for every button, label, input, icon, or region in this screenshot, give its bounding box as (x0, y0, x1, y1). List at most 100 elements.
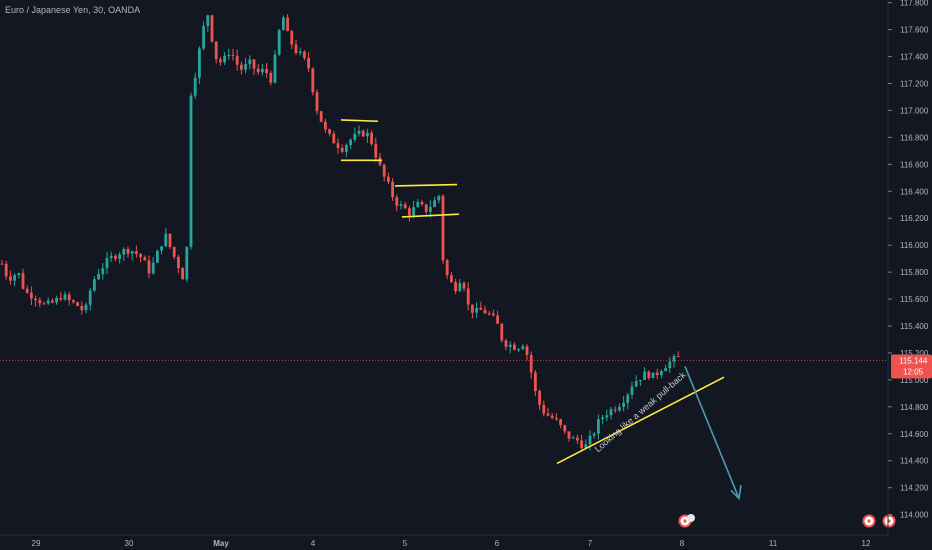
candle-body (248, 59, 252, 64)
last-price-label: 115.144 (899, 356, 928, 365)
candle-body (210, 15, 214, 42)
support-trendline (556, 376, 725, 465)
candle-body (34, 298, 37, 301)
candle-body (508, 344, 512, 347)
candle-body (122, 248, 126, 255)
candle-body (118, 254, 121, 259)
candle-body (55, 298, 58, 303)
candle-body (466, 288, 470, 305)
candle-body (51, 300, 54, 303)
candle-body (307, 57, 310, 69)
channel-2-top-line (394, 183, 458, 187)
candle-body (416, 202, 420, 208)
candle-body (424, 204, 428, 213)
price-tick-label: 117.800 (900, 0, 929, 8)
candle-body (626, 394, 630, 403)
price-tick-label: 117.000 (900, 106, 929, 115)
price-tick-label: 114.000 (900, 511, 929, 520)
candle-body (177, 256, 180, 269)
candle-body (370, 132, 373, 144)
channel-2-bottom-line (401, 213, 460, 218)
candle-body (256, 68, 260, 73)
candle-body (290, 31, 294, 45)
time-tick-label: 5 (403, 539, 408, 548)
candle-body (319, 111, 323, 122)
candle-body (269, 72, 273, 83)
candle-body (59, 298, 63, 300)
candle-body (571, 437, 575, 439)
candle-body (613, 409, 617, 411)
candle-body (105, 258, 109, 269)
candle-body (328, 129, 331, 134)
candle-body (315, 92, 319, 112)
candle-body (584, 444, 588, 448)
candle-body (172, 246, 176, 257)
candle-body (538, 391, 541, 405)
candle-body (655, 372, 659, 376)
candle-body (244, 63, 247, 70)
time-tick-label: 29 (32, 539, 41, 548)
candle-body (30, 292, 33, 299)
candle-body (76, 302, 79, 307)
arrow-head-icon (730, 484, 742, 501)
candle-body (403, 204, 407, 209)
candle-body (97, 273, 100, 280)
price-tick-label: 116.600 (900, 160, 929, 169)
candle-body (664, 368, 667, 372)
candle-body (361, 130, 365, 137)
candle-body (214, 41, 218, 60)
candle-body (643, 371, 646, 380)
candle-body (139, 253, 142, 258)
price-tick-label: 117.400 (900, 53, 929, 62)
candle-body (592, 433, 596, 436)
price-tick-label: 115.000 (900, 376, 929, 385)
price-tick-label: 115.400 (900, 322, 929, 331)
time-tick-label: 7 (588, 539, 593, 548)
candle-body (597, 419, 600, 434)
candle-body (311, 68, 315, 93)
candle-body (601, 417, 604, 420)
candle-body (72, 300, 75, 303)
time-tick-label: 4 (311, 539, 316, 548)
candle-body (202, 25, 205, 49)
candle-body (357, 130, 361, 134)
candle-body (391, 181, 394, 198)
price-tick-label: 115.600 (900, 295, 929, 304)
time-tick-label: 11 (769, 539, 778, 548)
candle-body (534, 372, 537, 392)
candle-body (88, 290, 92, 305)
candle-body (441, 195, 445, 261)
candle-body (622, 402, 625, 407)
candle-body (135, 251, 138, 254)
time-tick-label: May (213, 539, 229, 548)
candle-body (0, 263, 4, 265)
countdown-label: 12:05 (903, 367, 924, 376)
candle-body (555, 417, 558, 420)
channel-1-top-line (340, 119, 379, 123)
candle-body (353, 133, 357, 140)
candle-body (42, 303, 46, 305)
candle-body (324, 121, 327, 130)
candle-body (273, 54, 277, 83)
candle-body (109, 255, 113, 259)
candle-body (487, 313, 491, 315)
candle-body (458, 283, 462, 292)
price-tick-label: 114.800 (900, 403, 929, 412)
candle-body (9, 276, 12, 281)
candle-body (340, 147, 344, 152)
time-tick-label: 30 (125, 539, 134, 548)
candle-body (395, 197, 399, 206)
candle-body (219, 59, 222, 63)
price-tick-label: 116.200 (900, 214, 929, 223)
event-badge-icon (687, 514, 695, 522)
candle-body (588, 435, 592, 445)
candle-body (479, 307, 483, 310)
candle-body (420, 202, 424, 205)
candle-body (80, 306, 84, 311)
time-tick-label: 8 (680, 539, 685, 548)
time-tick-label: 6 (495, 539, 500, 548)
candle-body (450, 275, 453, 283)
candle-body (609, 409, 613, 416)
candle-body (345, 144, 348, 152)
